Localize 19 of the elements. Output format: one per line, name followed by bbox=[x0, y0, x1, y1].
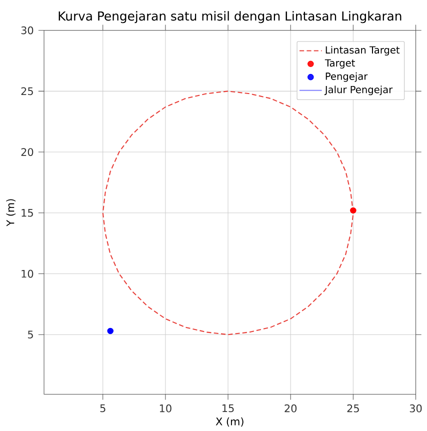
y-tick-label: 15 bbox=[22, 209, 34, 217]
y-axis-title: Y (m) bbox=[6, 199, 16, 226]
y-tick-label: 30 bbox=[21, 26, 34, 34]
legend-label: Lintasan Target bbox=[326, 46, 400, 56]
x-axis-title: X (m) bbox=[216, 417, 244, 427]
y-tick-label: 20 bbox=[21, 148, 34, 156]
legend-label: Jalur Pengejar bbox=[324, 86, 393, 96]
chart-title: Kurva Pengejaran satu misil dengan Lintasan Lingkaran bbox=[58, 11, 402, 24]
y-tick-label: 25 bbox=[21, 87, 34, 96]
legend-label: Target bbox=[325, 59, 356, 69]
x-tick-label: 10 bbox=[160, 404, 172, 412]
y-tick-label: 5 bbox=[28, 330, 34, 338]
legend-label: Pengejar bbox=[326, 72, 368, 82]
y-tick-label: 10 bbox=[22, 270, 34, 278]
x-tick-label: 20 bbox=[284, 404, 297, 412]
x-tick-label: 5 bbox=[100, 404, 106, 412]
x-tick-label: 15 bbox=[222, 404, 234, 412]
x-tick-label: 30 bbox=[410, 404, 422, 412]
x-tick-label: 25 bbox=[347, 404, 360, 412]
